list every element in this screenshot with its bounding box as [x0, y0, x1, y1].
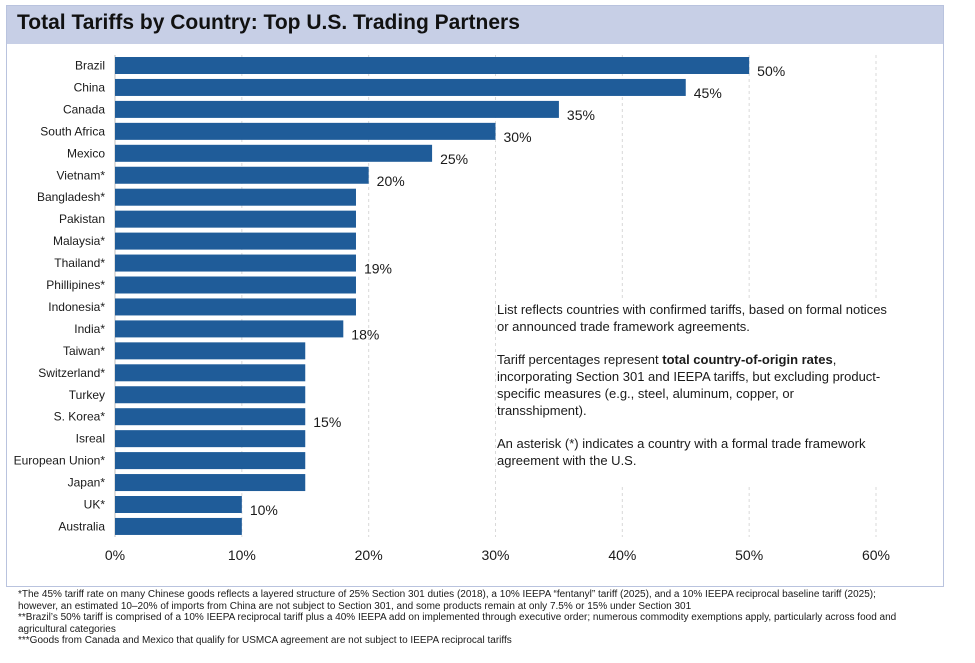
footnote-usmca: ***Goods from Canada and Mexico that qua… — [18, 635, 512, 647]
data-label: 10% — [250, 502, 278, 518]
bar — [115, 122, 496, 140]
bar — [115, 232, 356, 250]
x-tick-label: 50% — [735, 547, 763, 563]
note-asterisk: An asterisk (*) indicates a country with… — [497, 436, 866, 468]
note-rates-bold: total country-of-origin rates — [662, 352, 833, 367]
bar — [115, 144, 433, 162]
x-tick-label: 40% — [608, 547, 636, 563]
bar — [115, 78, 686, 96]
bar — [115, 474, 306, 492]
category-label: Turkey — [69, 388, 105, 402]
bar — [115, 342, 306, 360]
bar — [115, 100, 559, 118]
data-label: 20% — [377, 173, 405, 189]
data-label: 50% — [757, 63, 785, 79]
category-label: Vietnam* — [57, 168, 106, 182]
note-rates: Tariff percentages represent total count… — [497, 352, 881, 418]
category-label: Brazil — [75, 59, 105, 73]
x-tick-label: 10% — [228, 547, 256, 563]
bars — [115, 57, 750, 535]
footnote-brazil: **Brazil’s 50% tariff is comprised of a … — [18, 612, 897, 635]
x-tick-label: 60% — [862, 547, 890, 563]
category-label: European Union* — [14, 454, 106, 468]
bar — [115, 298, 356, 316]
category-label: Thailand* — [54, 256, 105, 270]
bar — [115, 408, 306, 426]
bar — [115, 166, 369, 184]
value-labels: 50% 45% 35% 30% 25% 20% 19% 18% 15% 10% — [250, 63, 785, 518]
x-axis-ticks: 0% 10% 20% 30% 40% 50% 60% — [105, 547, 890, 563]
category-label: Mexico — [67, 146, 105, 160]
category-label: Bangladesh* — [37, 190, 105, 204]
bar — [115, 517, 242, 535]
bar — [115, 320, 344, 338]
category-label: Switzerland* — [38, 366, 105, 380]
data-label: 25% — [440, 151, 468, 167]
bar — [115, 57, 750, 74]
x-tick-label: 20% — [355, 547, 383, 563]
category-label: UK* — [84, 498, 106, 512]
bar — [115, 364, 306, 382]
title-bar: Total Tariffs by Country: Top U.S. Tradi… — [7, 6, 943, 44]
category-label: Isreal — [76, 432, 105, 446]
bar — [115, 276, 356, 294]
category-label: Indonesia* — [48, 300, 105, 314]
bar — [115, 188, 356, 206]
data-label: 19% — [364, 261, 392, 277]
bar — [115, 210, 356, 228]
data-label: 18% — [351, 326, 379, 342]
category-label: Canada — [63, 102, 105, 116]
category-label: China — [74, 80, 106, 94]
bar — [115, 386, 306, 404]
bar — [115, 254, 356, 272]
category-label: Pakistan — [59, 212, 105, 226]
x-tick-label: 30% — [481, 547, 509, 563]
category-labels: Brazil China Canada South Africa Mexico Vietn… — [14, 59, 106, 534]
category-label: S. Korea* — [54, 410, 106, 424]
category-label: Japan* — [68, 476, 106, 490]
category-label: Australia — [58, 519, 105, 533]
x-tick-label: 0% — [105, 547, 125, 563]
bar — [115, 452, 306, 470]
data-label: 35% — [567, 107, 595, 123]
footnotes: *The 45% tariff rate on many Chinese goo… — [18, 589, 918, 647]
data-label: 15% — [313, 414, 341, 430]
category-label: Taiwan* — [63, 344, 105, 358]
category-label: South Africa — [40, 124, 105, 138]
category-label: India* — [74, 322, 105, 336]
data-label: 30% — [504, 129, 532, 145]
category-label: Malaysia* — [53, 234, 105, 248]
data-label: 45% — [694, 85, 722, 101]
bar — [115, 430, 306, 448]
footnote-china: *The 45% tariff rate on many Chinese goo… — [18, 589, 876, 612]
note-confirmed-tariffs: List reflects countries with confirmed t… — [497, 302, 887, 334]
bar — [115, 496, 242, 513]
notes-box: List reflects countries with confirmed t… — [497, 301, 887, 485]
chart-title: Total Tariffs by Country: Top U.S. Tradi… — [17, 11, 520, 34]
category-label: Phillipines* — [46, 278, 105, 292]
